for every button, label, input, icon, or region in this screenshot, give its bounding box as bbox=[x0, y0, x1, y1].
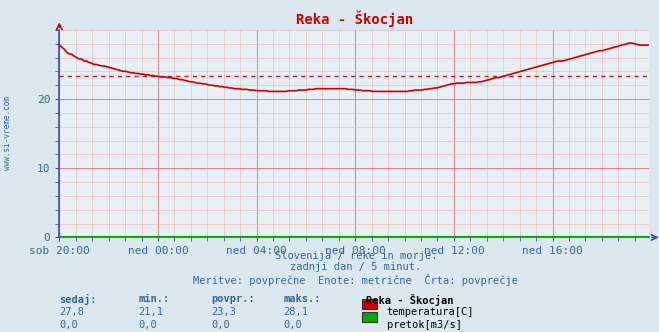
Text: pretok[m3/s]: pretok[m3/s] bbox=[387, 320, 462, 330]
Text: 27,8: 27,8 bbox=[59, 307, 84, 317]
Text: sedaj:: sedaj: bbox=[59, 294, 97, 305]
Text: 28,1: 28,1 bbox=[283, 307, 308, 317]
Text: zadnji dan / 5 minut.: zadnji dan / 5 minut. bbox=[290, 262, 422, 272]
Text: 0,0: 0,0 bbox=[211, 320, 229, 330]
Text: povpr.:: povpr.: bbox=[211, 294, 254, 304]
Text: www.si-vreme.com: www.si-vreme.com bbox=[3, 96, 13, 170]
Text: min.:: min.: bbox=[138, 294, 169, 304]
Text: 0,0: 0,0 bbox=[283, 320, 302, 330]
Text: 23,3: 23,3 bbox=[211, 307, 236, 317]
Text: Slovenija / reke in morje.: Slovenija / reke in morje. bbox=[275, 251, 437, 261]
Text: 0,0: 0,0 bbox=[59, 320, 78, 330]
Text: 21,1: 21,1 bbox=[138, 307, 163, 317]
Title: Reka - Škocjan: Reka - Škocjan bbox=[296, 11, 413, 27]
Text: Reka - Škocjan: Reka - Škocjan bbox=[366, 294, 453, 306]
Text: 0,0: 0,0 bbox=[138, 320, 157, 330]
Text: Meritve: povprečne  Enote: metrične  Črta: povprečje: Meritve: povprečne Enote: metrične Črta:… bbox=[193, 274, 519, 286]
Text: maks.:: maks.: bbox=[283, 294, 321, 304]
Text: temperatura[C]: temperatura[C] bbox=[387, 307, 474, 317]
